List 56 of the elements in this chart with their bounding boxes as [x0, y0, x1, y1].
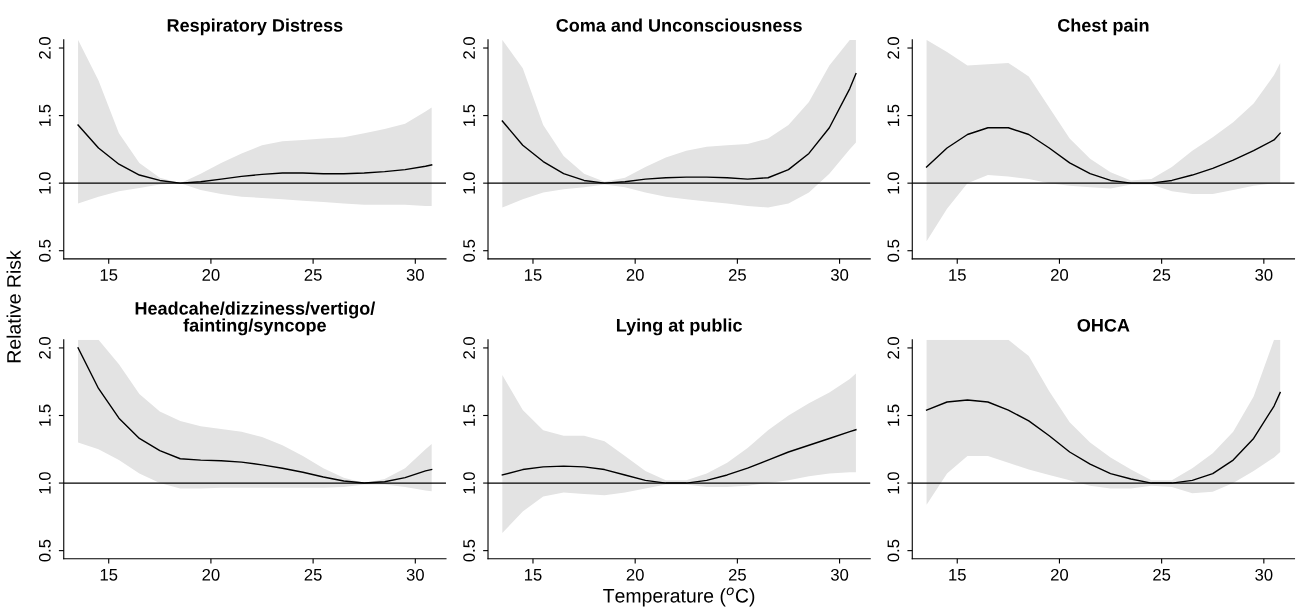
x-tick-label: 15: [524, 569, 542, 581]
chart-title: Respiratory Distress: [167, 18, 343, 36]
y-tick-label: 2.0: [38, 37, 51, 59]
x-tick-label: 25: [304, 268, 322, 281]
chart-title: OHCA: [1077, 318, 1130, 332]
y-axis-title: Relative Risk: [6, 250, 21, 363]
y-tick-label: 1.0: [463, 472, 475, 494]
y-tick-label: 0.5: [887, 239, 900, 262]
x-tick-label: 30: [1255, 268, 1273, 281]
y-tick-label: 0.5: [38, 239, 51, 262]
x-tick-label: 20: [1051, 268, 1069, 281]
y-tick-label: 1.5: [39, 404, 51, 426]
x-tick-label: 15: [949, 269, 966, 281]
y-tick-label: 1.5: [39, 104, 51, 126]
x-axis-title: Temperature ($^{o}$C): [603, 587, 755, 607]
y-tick-label: 0.5: [38, 539, 51, 562]
x-tick-label: 15: [949, 569, 966, 581]
y-tick-label: 1.0: [887, 472, 900, 494]
x-tick-label: 20: [626, 568, 644, 581]
y-tick-label: 1.0: [38, 172, 51, 194]
x-tick-label: 30: [830, 268, 849, 281]
x-tick-label: 30: [830, 568, 849, 581]
chart-title: Chest pain: [1057, 18, 1149, 36]
x-tick-label: 25: [728, 568, 746, 581]
y-tick-label: 2.0: [887, 337, 900, 359]
y-tick-label: 2.0: [463, 337, 475, 359]
y-tick-label: 2.0: [887, 37, 900, 59]
x-tick-label: 20: [626, 268, 644, 281]
x-tick-label: 15: [100, 569, 118, 581]
y-tick-label: 1.0: [463, 172, 475, 194]
y-tick-label: 1.5: [463, 404, 475, 426]
y-tick-label: 2.0: [463, 37, 475, 59]
x-tick-label: 20: [202, 568, 220, 581]
y-tick-label: 1.5: [887, 404, 900, 426]
x-tick-label: 15: [100, 269, 118, 281]
x-tick-label: 20: [202, 268, 220, 281]
x-tick-label: 30: [406, 568, 424, 581]
x-tick-label: 25: [728, 268, 746, 281]
y-tick-label: 1.5: [887, 104, 900, 126]
chart-title: Headcahe/dizziness/vertigo/ fainting/syncope: [135, 301, 376, 336]
chart-title: Coma and Unconsciousness: [556, 18, 802, 32]
x-tick-label: 25: [304, 568, 322, 581]
x-tick-label: 30: [406, 268, 424, 281]
chart-title: Lying at public: [616, 318, 742, 336]
y-tick-label: 1.5: [463, 104, 475, 126]
y-tick-label: 1.0: [887, 172, 900, 194]
x-tick-label: 20: [1051, 568, 1069, 581]
x-tick-label: 15: [524, 269, 542, 281]
y-tick-label: 1.0: [38, 472, 51, 494]
x-tick-label: 30: [1255, 568, 1273, 581]
y-tick-label: 0.5: [887, 539, 900, 562]
y-tick-label: 2.0: [38, 337, 51, 359]
y-tick-label: 0.5: [463, 239, 475, 262]
y-tick-label: 0.5: [463, 539, 475, 562]
x-tick-label: 25: [1153, 268, 1171, 281]
x-tick-label: 25: [1153, 568, 1171, 581]
